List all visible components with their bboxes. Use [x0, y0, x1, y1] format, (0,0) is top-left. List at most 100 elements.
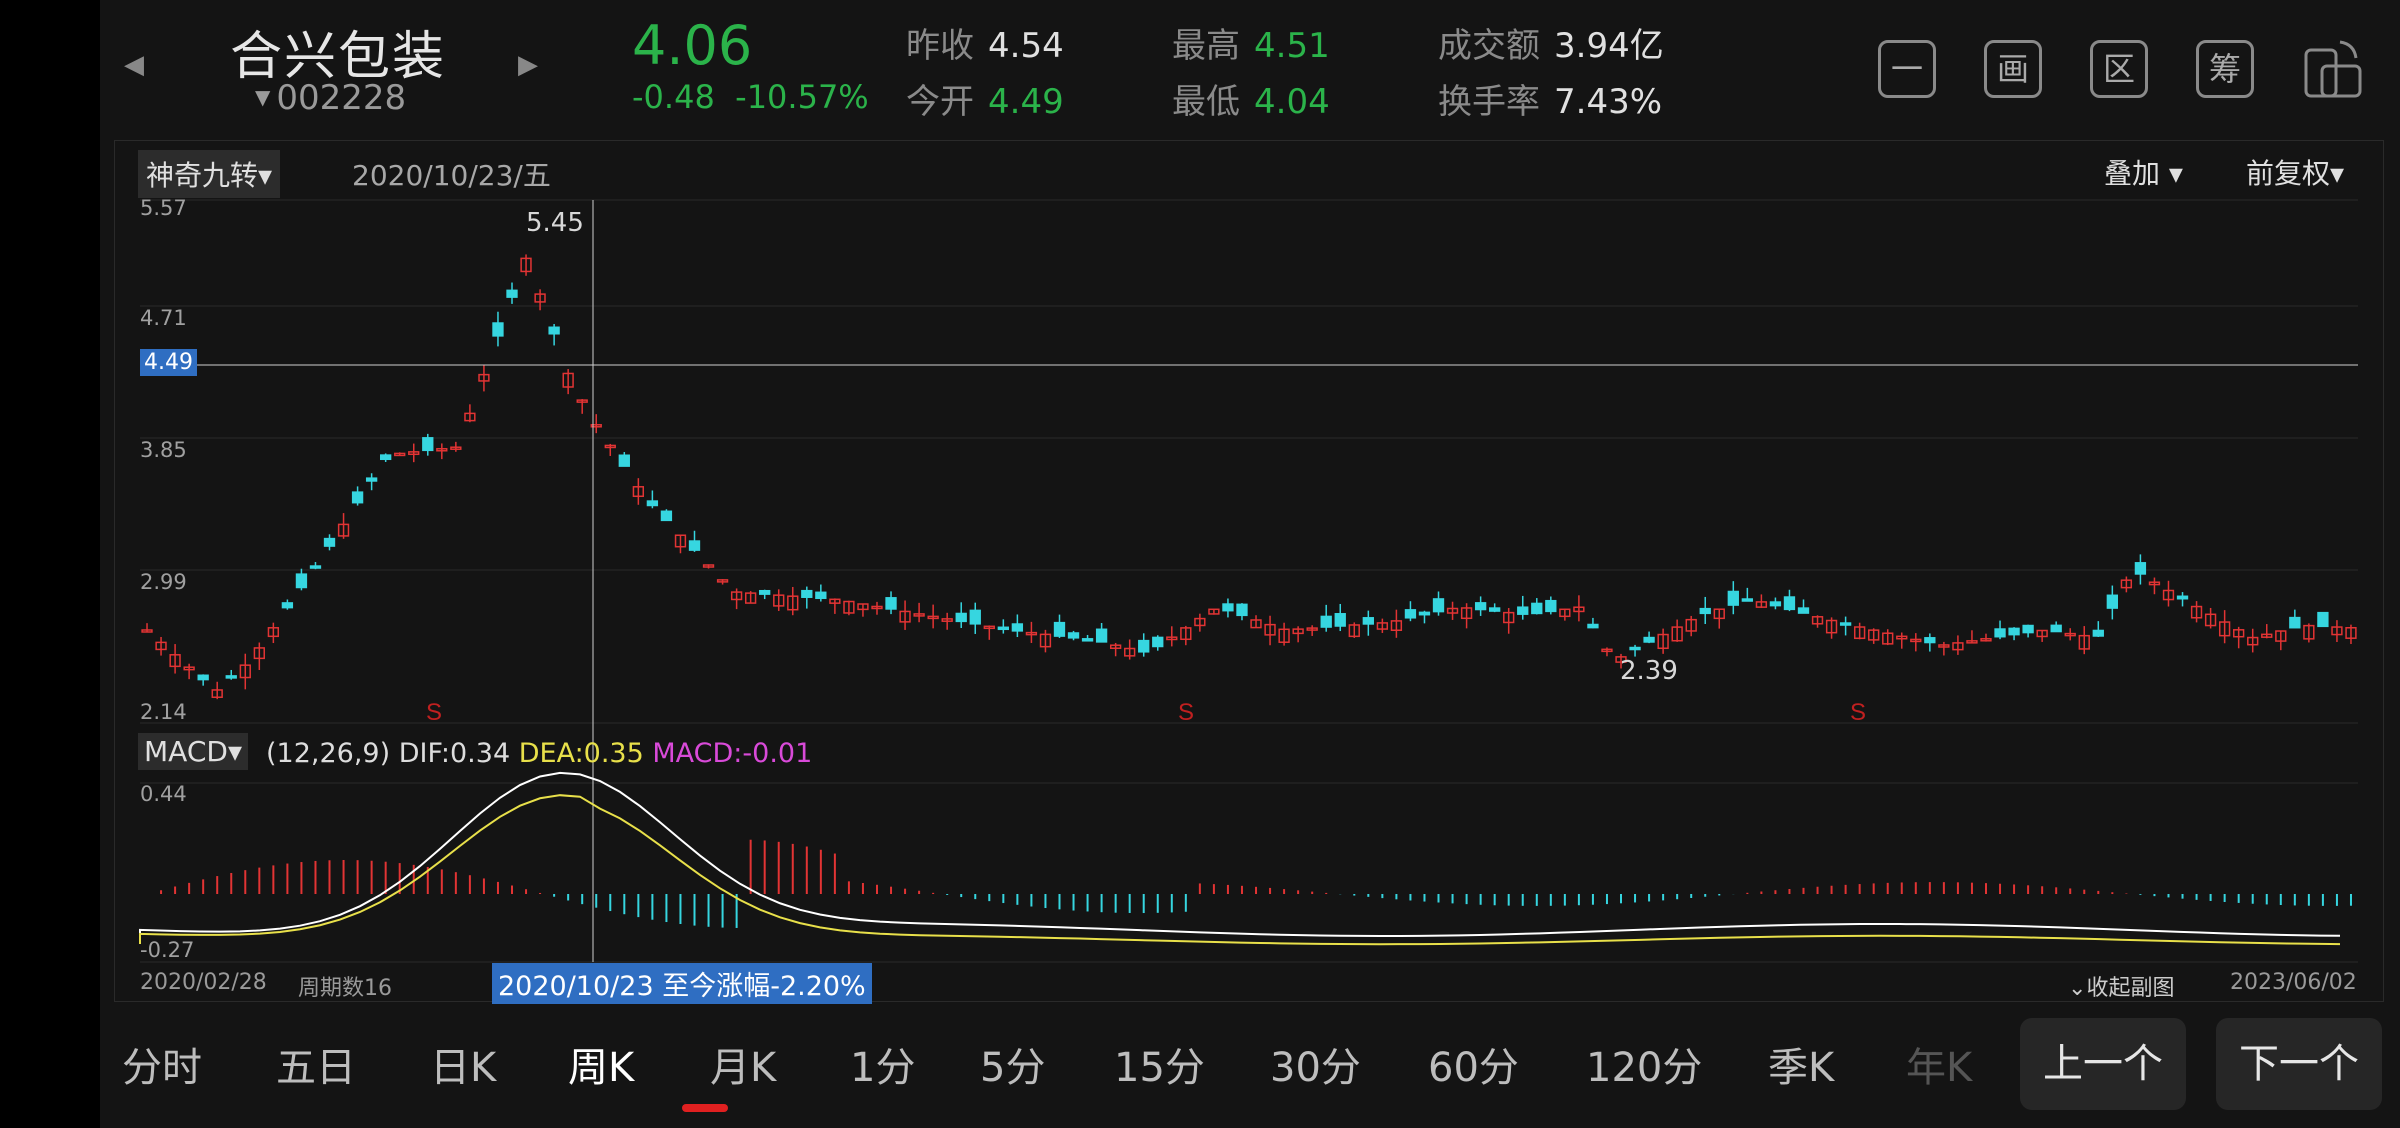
candle-body: [2176, 595, 2189, 600]
candle-body: [1825, 619, 1838, 634]
candle-body: [1882, 632, 1894, 645]
candle-body: [1545, 599, 1557, 613]
tab-30min[interactable]: 30分: [1270, 1045, 1361, 1091]
y-tick: 4.71: [140, 306, 187, 330]
candle-body: [2261, 633, 2273, 638]
candle-body: [759, 589, 771, 595]
day-low: 最低 4.04: [1172, 74, 1330, 123]
candle-body: [801, 589, 813, 598]
tab-yearly[interactable]: 年K: [1906, 1045, 1973, 1091]
tab-quarterly[interactable]: 季K: [1768, 1045, 1835, 1091]
candle-body: [1095, 628, 1108, 643]
fullscreen-line-tool-button[interactable]: 一: [1878, 40, 1936, 98]
adjust-selector[interactable]: 前复权▾: [2246, 152, 2344, 192]
candle-body: [1390, 620, 1403, 632]
indicator-selector[interactable]: 神奇九转▾: [138, 150, 281, 198]
tab-5min[interactable]: 5分: [980, 1045, 1046, 1091]
next-stock-button[interactable]: 下一个: [2216, 1018, 2382, 1110]
turnover-rate-value: 7.43%: [1554, 82, 1663, 122]
macd-value: MACD:-0.01: [652, 738, 813, 769]
candle-body: [309, 565, 322, 569]
macd-selector[interactable]: MACD▾: [138, 733, 248, 770]
next-stock-arrow-icon[interactable]: ▶: [518, 50, 538, 80]
tab-daily[interactable]: 日K: [430, 1045, 497, 1091]
candle-body: [688, 540, 701, 551]
chips-tool-button[interactable]: 筹: [2196, 40, 2254, 98]
candle-body: [211, 689, 223, 698]
candle-body: [380, 454, 392, 461]
candle-body: [941, 618, 953, 622]
dif-value: DIF:0.34: [398, 738, 511, 769]
candle-body: [1264, 623, 1276, 636]
range-tool-button[interactable]: 区: [2090, 40, 2148, 98]
candle-body: [1320, 615, 1332, 628]
end-date: 2023/06/02: [2230, 970, 2357, 995]
candle-body: [2162, 589, 2175, 601]
candle-body: [604, 444, 616, 449]
candle-body: [2289, 616, 2301, 629]
rotate-screen-icon[interactable]: [2300, 36, 2366, 102]
candle-body: [520, 257, 532, 273]
candle-body: [927, 615, 939, 620]
macd-top-tick: 0.44: [140, 782, 187, 806]
candle-body: [2247, 636, 2259, 646]
candle-body: [1517, 606, 1529, 615]
tab-60min[interactable]: 60分: [1428, 1045, 1519, 1091]
candle-body: [1643, 636, 1655, 643]
candle-body: [1109, 644, 1122, 650]
sell-signal-marker: S: [1850, 699, 1866, 726]
candle-body: [969, 609, 981, 625]
prev-stock-arrow-icon[interactable]: ◀: [124, 50, 144, 80]
candle-body: [1250, 619, 1262, 629]
stock-chart-app: ◀ ▶ 合兴包装 ▼ 002228 4.06 -0.48 -10.57% 昨收 4.…: [100, 0, 2400, 1128]
candle-body: [1741, 598, 1754, 602]
candle-body: [899, 610, 911, 623]
candle-body: [1573, 606, 1585, 613]
candle-body: [1011, 623, 1024, 632]
draw-tool-button[interactable]: 画: [1984, 40, 2042, 98]
candle-body: [1418, 611, 1431, 616]
candle-body: [1966, 640, 1978, 644]
dea-value: DEA:0.35: [518, 738, 644, 769]
candle-body: [295, 573, 308, 589]
range-change: 2020/10/23 至今涨幅-2.20%: [492, 963, 872, 1004]
overlay-selector[interactable]: 叠加 ▾: [2104, 152, 2183, 192]
candle-body: [323, 537, 336, 547]
candle-body: [1376, 622, 1389, 630]
candle-body: [492, 322, 504, 337]
tab-weekly[interactable]: 周K: [568, 1045, 635, 1091]
candle-body: [913, 613, 925, 617]
tab-120min[interactable]: 120分: [1586, 1045, 1703, 1091]
candle-body: [478, 373, 490, 382]
macd-label: MACD: [144, 735, 228, 768]
turnover: 成交额 3.94亿: [1438, 18, 1664, 67]
candle-body: [1306, 627, 1318, 631]
collapse-subchart-button[interactable]: ⌄收起副图: [2068, 970, 2174, 1002]
stock-code-selector[interactable]: ▼ 002228: [255, 78, 406, 118]
candle-body: [2064, 632, 2076, 637]
prev-stock-button[interactable]: 上一个: [2020, 1018, 2186, 1110]
candle-body: [548, 326, 560, 335]
candle-body: [1039, 633, 1052, 648]
candle-body: [1292, 628, 1304, 635]
stock-code: 002228: [276, 78, 407, 118]
low-marker: 2.39: [1620, 656, 1678, 686]
candle-body: [422, 437, 434, 452]
candle-body: [730, 591, 743, 601]
tab-five-day[interactable]: 五日: [276, 1045, 356, 1091]
candle-body: [1980, 638, 1992, 642]
candle-body: [773, 594, 785, 607]
tab-intraday[interactable]: 分时: [122, 1045, 202, 1091]
candle-body: [632, 486, 645, 498]
candle-body: [1657, 633, 1669, 650]
candle-body: [1783, 596, 1796, 611]
candle-body: [1081, 638, 1094, 642]
candle-body: [646, 500, 659, 507]
candle-body: [955, 612, 967, 623]
tab-15min[interactable]: 15分: [1114, 1045, 1205, 1091]
tab-monthly[interactable]: 月K: [710, 1045, 777, 1091]
tab-1min[interactable]: 1分: [850, 1045, 916, 1091]
candle-body: [2022, 624, 2034, 634]
candle-body: [2092, 629, 2104, 637]
